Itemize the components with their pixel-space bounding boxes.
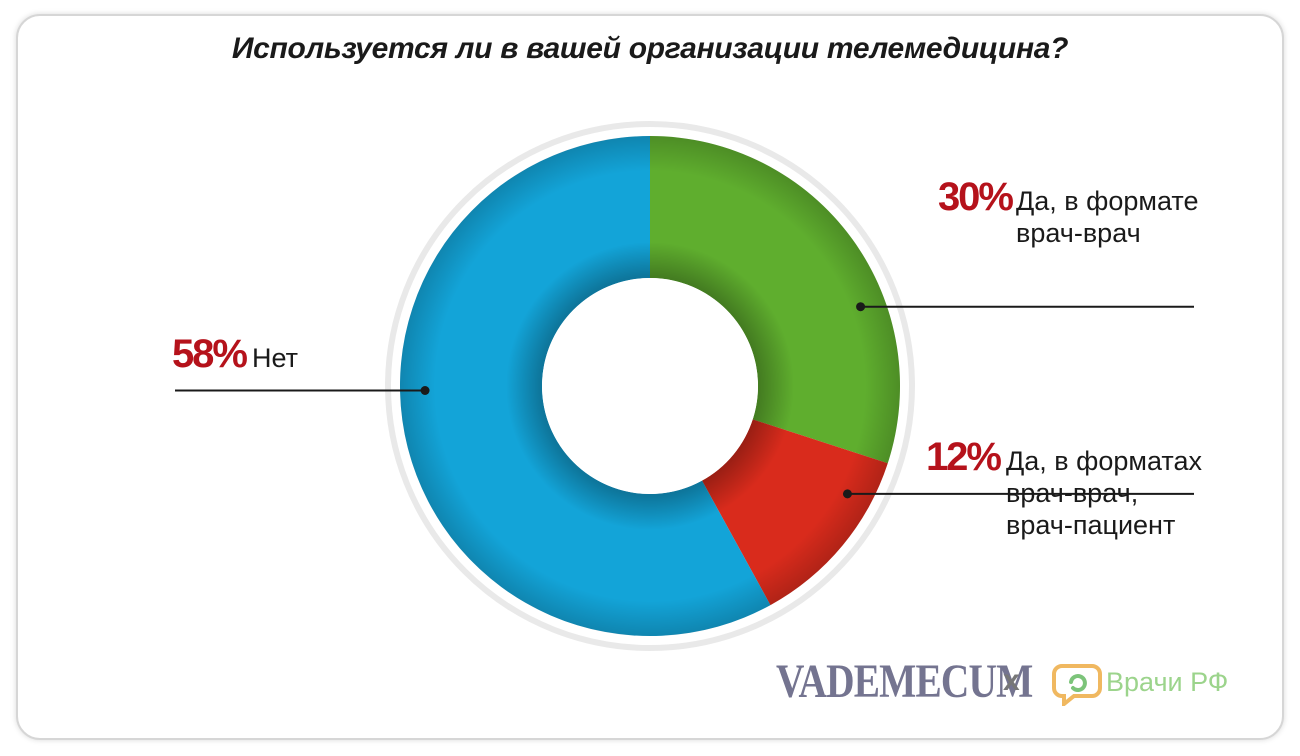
chart-title: Используется ли в вашей организации теле… [231,32,1069,65]
leader-dot-2 [842,489,852,499]
slice-category-label: врач-врач, [1006,478,1138,508]
slice-category-label: Да, в форматах [1006,446,1202,476]
vrachi-rf-logo-text: Врачи РФ [1106,667,1229,697]
slice-category-label: врач-пациент [1006,510,1175,540]
slice-category-label: врач-врач [1016,218,1141,248]
leader-dot-1 [856,302,866,312]
slice-percent-label: 30% [938,175,1013,219]
footer-separator: x [1003,664,1020,697]
slice-percent-label: 12% [926,435,1001,479]
donut-hole [542,278,758,494]
vademecum-logo: VADEMECUM [776,655,1033,708]
slice-category-label: Да, в формате [1016,186,1198,216]
donut-shading [400,136,900,636]
speech-bubble-logo-icon [1052,664,1102,706]
slice-percent-label: 58% [172,332,247,376]
slice-category-label: Нет [252,343,298,373]
leader-dot-3 [420,385,430,395]
